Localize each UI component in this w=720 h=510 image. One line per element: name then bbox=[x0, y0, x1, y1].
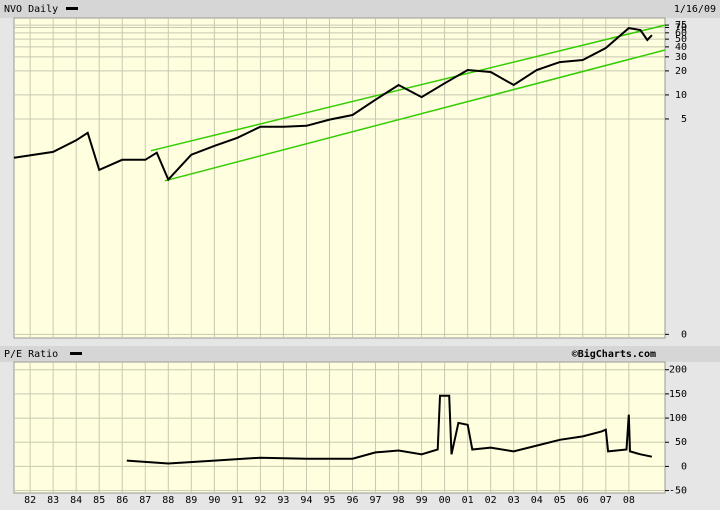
y-tick-label: 30 bbox=[675, 52, 687, 63]
chart-title: P/E Ratio bbox=[4, 349, 58, 360]
channel-line bbox=[150, 24, 666, 152]
x-tick-label: 93 bbox=[277, 495, 289, 506]
x-tick-label: 99 bbox=[416, 495, 428, 506]
y-tick-label: 10 bbox=[675, 90, 687, 101]
x-tick-label: 05 bbox=[554, 495, 566, 506]
header-bar bbox=[0, 0, 720, 18]
x-tick-label: 94 bbox=[300, 495, 312, 506]
x-tick-label: 92 bbox=[254, 495, 266, 506]
header-bar bbox=[0, 346, 720, 362]
x-tick-label: 89 bbox=[185, 495, 197, 506]
x-tick-label: 86 bbox=[116, 495, 128, 506]
y-tick-label: 20 bbox=[675, 66, 687, 77]
x-tick-label: 08 bbox=[623, 495, 635, 506]
x-tick-label: 88 bbox=[162, 495, 174, 506]
y-tick-label: 50 bbox=[675, 437, 687, 448]
x-tick-label: 98 bbox=[393, 495, 405, 506]
price-line bbox=[13, 27, 653, 182]
date: 1/16/09 bbox=[674, 4, 716, 15]
y-tick-label: 200 bbox=[669, 365, 687, 376]
x-tick-label: 82 bbox=[24, 495, 36, 506]
y-tick-label: 70 bbox=[675, 22, 687, 33]
y-tick-label: 5 bbox=[681, 114, 687, 125]
x-tick-label: 90 bbox=[208, 495, 220, 506]
x-tick-label: 84 bbox=[70, 495, 82, 506]
legend-swatch bbox=[70, 352, 82, 355]
x-tick-label: 96 bbox=[346, 495, 358, 506]
x-tick-label: 01 bbox=[462, 495, 474, 506]
y-tick-label: -50 bbox=[669, 486, 687, 497]
x-tick-label: 06 bbox=[577, 495, 589, 506]
legend-swatch bbox=[66, 7, 78, 10]
plot-area bbox=[13, 17, 666, 339]
x-tick-label: 95 bbox=[323, 495, 335, 506]
x-tick-label: 91 bbox=[231, 495, 243, 506]
x-tick-label: 07 bbox=[600, 495, 612, 506]
y-tick-label: 60 bbox=[675, 28, 687, 39]
y-tick-label: 40 bbox=[675, 42, 687, 53]
x-tick-label: 83 bbox=[47, 495, 59, 506]
x-tick-label: 97 bbox=[370, 495, 382, 506]
price-line bbox=[126, 394, 653, 465]
y-tick-label: 75 bbox=[675, 20, 687, 31]
x-tick-label: 02 bbox=[485, 495, 497, 506]
chart-title: NVO Daily bbox=[4, 4, 58, 15]
x-tick-label: 00 bbox=[439, 495, 451, 506]
y-tick-label: 0 bbox=[681, 329, 687, 340]
y-tick-label: 0 bbox=[681, 461, 687, 472]
y-tick-label: 100 bbox=[669, 413, 687, 424]
y-tick-label: 50 bbox=[675, 34, 687, 45]
x-tick-label: 87 bbox=[139, 495, 151, 506]
y-tick-label: 150 bbox=[669, 389, 687, 400]
x-tick-label: 04 bbox=[531, 495, 543, 506]
channel-line bbox=[164, 49, 666, 182]
x-tick-label: 85 bbox=[93, 495, 105, 506]
source: ©BigCharts.com bbox=[572, 348, 656, 360]
x-tick-label: 03 bbox=[508, 495, 520, 506]
plot-area bbox=[13, 361, 666, 494]
